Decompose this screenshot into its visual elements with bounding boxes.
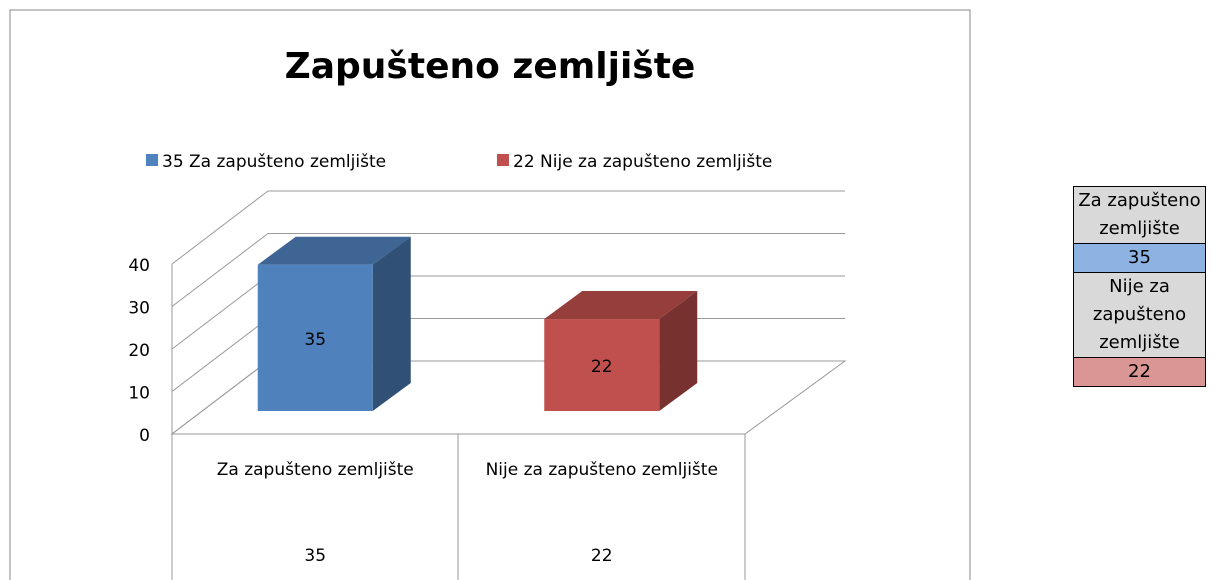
legend-swatch: [497, 154, 509, 166]
table-cell: Nije za zapušteno zemljište: [1073, 272, 1206, 358]
table-cell: 22: [1073, 357, 1206, 387]
legend-label: 35 Za zapušteno zemljište: [162, 152, 386, 172]
y-tick-label: 10: [128, 384, 150, 404]
side-table: Za zapušteno zemljište 35 Nije za zapušten…: [1073, 186, 1206, 387]
chart-title: Zapušteno zemljište: [285, 46, 696, 87]
y-tick-label: 30: [128, 299, 150, 319]
table-row: Za zapušteno zemljište: [1073, 186, 1206, 244]
grid-line: [171, 233, 269, 307]
grid-line: [171, 360, 269, 435]
table-row: Nije za zapušteno zemljište: [1073, 272, 1206, 358]
legend-label: 22 Nije za zapušteno zemljište: [513, 152, 772, 172]
chart-frame: [9, 9, 971, 580]
bar: [257, 264, 373, 411]
table-value: 22: [591, 546, 613, 566]
table-row: 35: [1073, 243, 1206, 273]
bar-top: [544, 291, 698, 320]
bar-side: [372, 236, 411, 411]
y-tick-label: 40: [128, 256, 150, 276]
category-label: Za zapušteno zemljište: [216, 460, 414, 480]
bar-side: [659, 291, 698, 411]
y-tick-label: 20: [128, 341, 150, 361]
table-value: 35: [304, 546, 326, 566]
data-label: 22: [591, 357, 613, 377]
legend-swatch: [146, 154, 158, 166]
table-row: 22: [1073, 357, 1206, 387]
data-label: 35: [304, 330, 326, 350]
bar: [544, 319, 660, 411]
table-cell: 35: [1073, 243, 1206, 273]
y-tick-label: 0: [139, 426, 150, 446]
table-cell: Za zapušteno zemljište: [1073, 186, 1206, 244]
bar-top: [257, 236, 411, 265]
grid-line: [171, 318, 269, 392]
grid-line: [171, 190, 269, 265]
category-label: Nije za zapušteno zemljište: [485, 460, 718, 480]
grid-line: [171, 275, 269, 350]
